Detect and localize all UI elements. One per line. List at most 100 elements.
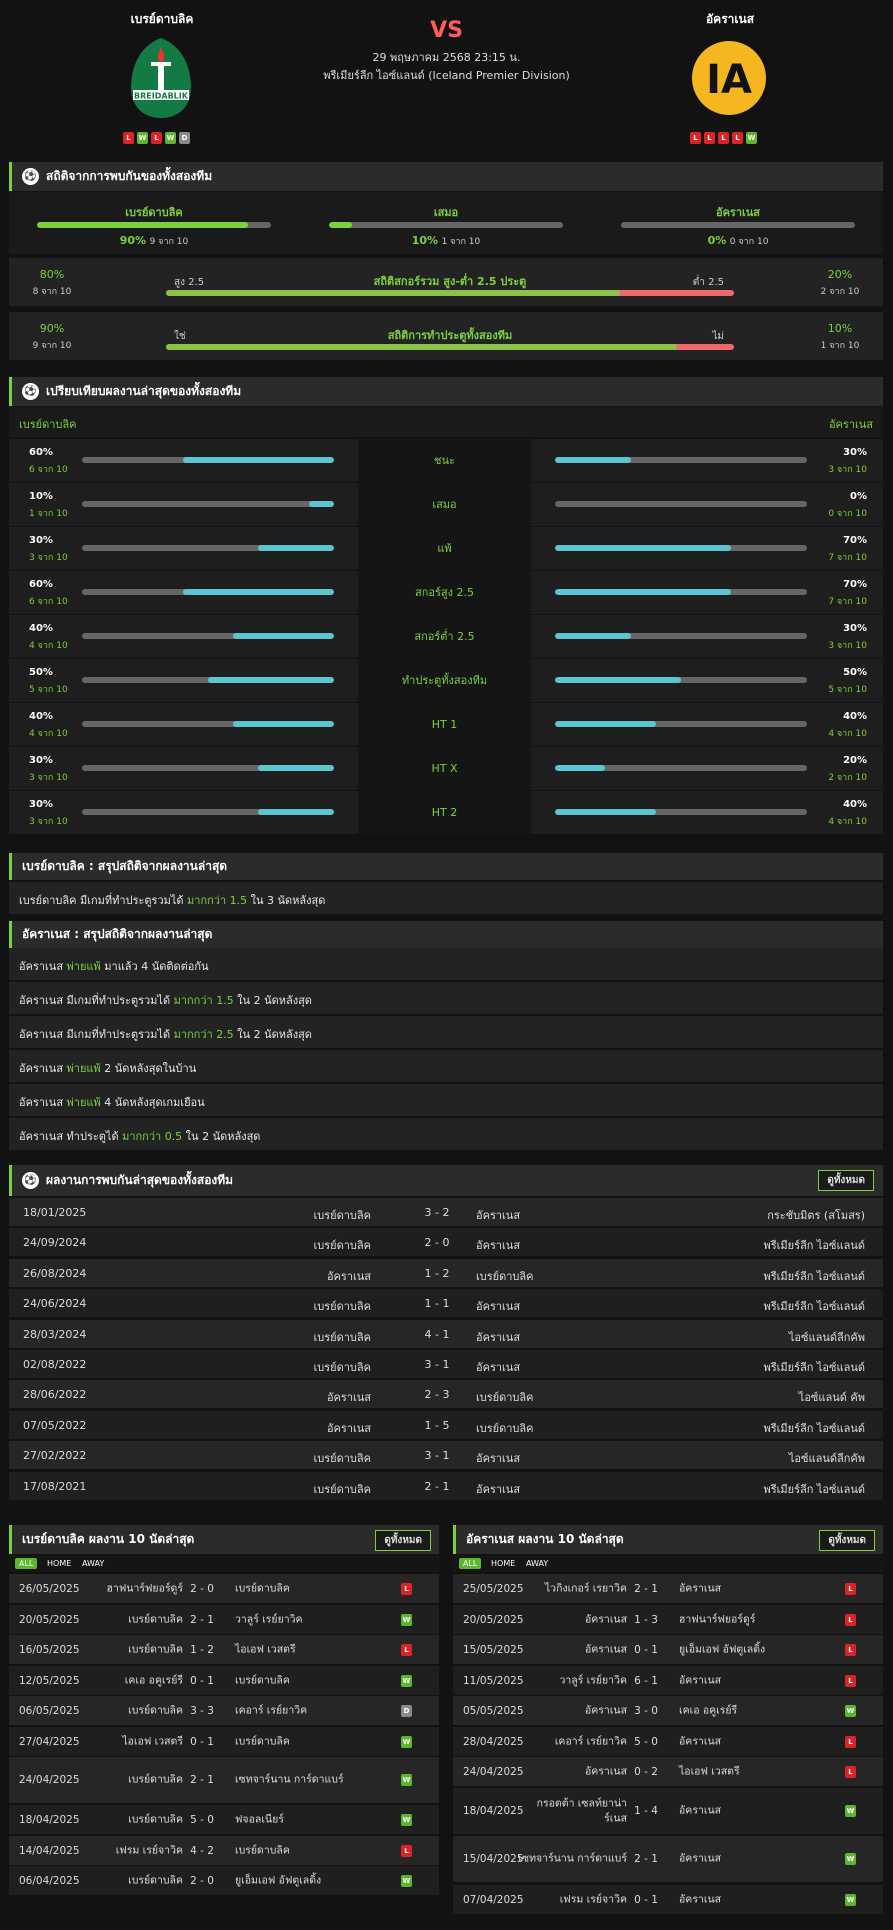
filter-home-tab[interactable]: HOME: [491, 1559, 516, 1568]
recent-away-team[interactable]: ฟจอลเนียร์: [235, 1813, 284, 1826]
h2h-home-team[interactable]: เบรย์ดาบลิค: [313, 1209, 372, 1222]
recent-away-team[interactable]: อัคราเนส: [679, 1893, 722, 1906]
recent-home-team[interactable]: กรอตต้า เซลท์ยาน่าร์เนส: [536, 1797, 627, 1824]
h2h-away-team[interactable]: อัคราเนส: [476, 1482, 521, 1496]
h2h-competition[interactable]: พรีเมียร์ลีก ไอซ์แลนด์: [763, 1421, 865, 1435]
h2h-away-team[interactable]: เบรย์ดาบลิค: [476, 1421, 534, 1435]
recent-away-team[interactable]: เคอาร์ เรย์ยาวิค: [235, 1704, 308, 1717]
recent-match-row[interactable]: 24/04/2025 อัคราเนส 0 - 2 ไอเอฟ เวสตรี L: [453, 1757, 883, 1786]
recent-home-team[interactable]: เบรย์ดาบลิค: [128, 1704, 183, 1717]
recent-home-team[interactable]: เฟรม เรย์จาวิค: [559, 1893, 627, 1906]
h2h-home-team[interactable]: เบรย์ดาบลิค: [313, 1361, 372, 1374]
recent-match-row[interactable]: 15/05/2025 อัคราเนส 0 - 1 ยูเอ็มเอฟ อัฟตูเล…: [453, 1635, 883, 1664]
recent-match-row[interactable]: 16/05/2025 เบรย์ดาบลิค 1 - 2 ไอเอฟ เวสตรี L: [9, 1635, 439, 1664]
h2h-result-row[interactable]: 28/03/2024 เบรย์ดาบลิค 4 - 1 อัคราเนส ไอซ์แล…: [9, 1319, 883, 1348]
recent-away-team[interactable]: เคเอ อคูเรย์รี: [679, 1704, 738, 1717]
h2h-away-team[interactable]: เบรย์ดาบลิค: [476, 1269, 534, 1283]
h2h-away-team[interactable]: อัคราเนส: [476, 1209, 521, 1222]
filter-away-tab[interactable]: AWAY: [526, 1559, 549, 1568]
away-team-name[interactable]: อัคราเนส: [705, 12, 755, 26]
h2h-result-row[interactable]: 28/06/2022 อัคราเนส 2 - 3 เบรย์ดาบลิค ไอซ์แล…: [9, 1380, 883, 1409]
h2h-result-row[interactable]: 24/06/2024 เบรย์ดาบลิค 1 - 1 อัคราเนส พรีเมี…: [9, 1289, 883, 1318]
recent-away-team[interactable]: ฮาฟนาร์ฟยอร์ดูร์: [679, 1613, 756, 1626]
h2h-competition[interactable]: พรีเมียร์ลีก ไอซ์แลนด์: [763, 1239, 865, 1253]
h2h-competition[interactable]: พรีเมียร์ลีก ไอซ์แลนด์: [763, 1269, 865, 1283]
recent-match-row[interactable]: 11/05/2025 วาลูร์ เรย์ยาวิค 6 - 1 อัคราเนส L: [453, 1666, 883, 1695]
away-team-logo[interactable]: IA: [687, 36, 771, 120]
recent-match-row[interactable]: 20/05/2025 อัคราเนส 1 - 3 ฮาฟนาร์ฟยอร์ดูร์ L: [453, 1605, 883, 1634]
recent-home-team[interactable]: อัคราเนส: [584, 1613, 627, 1626]
recent-home-team[interactable]: เซทจาร์นาน การ์ดาแบร์: [518, 1852, 627, 1865]
recent-home-team[interactable]: วาลูร์ เรย์ยาวิค: [559, 1674, 627, 1687]
h2h-competition[interactable]: พรีเมียร์ลีก ไอซ์แลนด์: [763, 1300, 865, 1314]
recent-away-team[interactable]: เซทจาร์นาน การ์ดาแบร์: [235, 1773, 344, 1786]
h2h-away-team[interactable]: อัคราเนส: [476, 1452, 521, 1466]
h2h-competition[interactable]: ไอซ์แลนด์ลีกคัพ: [788, 1452, 865, 1466]
recent-match-row[interactable]: 06/04/2025 เบรย์ดาบลิค 2 - 0 ยูเอ็มเอฟ อัฟต…: [9, 1866, 439, 1895]
h2h-result-row[interactable]: 07/05/2022 อัคราเนส 1 - 5 เบรย์ดาบลิค พรีเมี…: [9, 1410, 883, 1439]
h2h-home-team[interactable]: อัคราเนส: [326, 1421, 371, 1435]
h2h-home-team[interactable]: เบรย์ดาบลิค: [313, 1330, 372, 1344]
recent-home-team[interactable]: อัคราเนส: [584, 1765, 627, 1778]
filter-home-tab[interactable]: HOME: [47, 1559, 72, 1568]
h2h-competition[interactable]: ไอซ์แลนด์ลีกคัพ: [788, 1330, 865, 1344]
h2h-home-team[interactable]: อัคราเนส: [326, 1391, 371, 1405]
recent-match-row[interactable]: 28/04/2025 เคอาร์ เรย์ยาวิค 5 - 0 อัคราเนส L: [453, 1727, 883, 1756]
home-team-logo[interactable]: BREIDABLIK: [127, 36, 195, 120]
recent-away-team[interactable]: อัคราเนส: [679, 1582, 722, 1595]
recent-match-row[interactable]: 26/05/2025 ฮาฟนาร์ฟยอร์ดูร์ 2 - 0 เบรย์ดาบล…: [9, 1574, 439, 1603]
recent-home-team[interactable]: เคอาร์ เรย์ยาวิค: [554, 1735, 627, 1748]
recent-match-row[interactable]: 24/04/2025 เบรย์ดาบลิค 2 - 1 เซทจาร์นาน การ…: [9, 1757, 439, 1803]
recent-away-team[interactable]: เบรย์ดาบลิค: [235, 1674, 290, 1687]
filter-away-tab[interactable]: AWAY: [82, 1559, 105, 1568]
recent-match-row[interactable]: 06/05/2025 เบรย์ดาบลิค 3 - 3 เคอาร์ เรย์ยาว…: [9, 1696, 439, 1725]
recent-home-team[interactable]: เบรย์ดาบลิค: [128, 1643, 183, 1656]
recent-away-team[interactable]: เบรย์ดาบลิค: [235, 1582, 290, 1595]
recent-home-team[interactable]: เบรย์ดาบลิค: [128, 1613, 183, 1626]
h2h-result-row[interactable]: 17/08/2021 เบรย์ดาบลิค 2 - 1 อัคราเนส พรีเมี…: [9, 1471, 883, 1500]
h2h-home-team[interactable]: เบรย์ดาบลิค: [313, 1482, 372, 1496]
recent-away-team[interactable]: วาลูร์ เรย์ยาวิค: [235, 1613, 303, 1626]
h2h-competition[interactable]: พรีเมียร์ลีก ไอซ์แลนด์: [763, 1482, 865, 1496]
h2h-away-team[interactable]: อัคราเนส: [476, 1239, 521, 1253]
home-last10-view-all-button[interactable]: ดูทั้งหมด: [375, 1530, 431, 1551]
filter-all-tab[interactable]: ALL: [459, 1558, 482, 1569]
recent-away-team[interactable]: เบรย์ดาบลิค: [235, 1735, 290, 1748]
recent-home-team[interactable]: อัคราเนส: [584, 1704, 627, 1717]
h2h-away-team[interactable]: อัคราเนส: [476, 1300, 521, 1314]
h2h-away-team[interactable]: เบรย์ดาบลิค: [476, 1391, 534, 1405]
recent-home-team[interactable]: เฟรม เรย์จาวิค: [115, 1844, 183, 1857]
h2h-home-team[interactable]: เบรย์ดาบลิค: [313, 1452, 372, 1466]
match-league[interactable]: พรีเมียร์ลีก ไอซ์แลนด์ (Iceland Premier …: [323, 69, 570, 82]
recent-match-row[interactable]: 27/04/2025 ไอเอฟ เวสตรี 0 - 1 เบรย์ดาบลิค W: [9, 1727, 439, 1756]
recent-match-row[interactable]: 15/04/2025 เซทจาร์นาน การ์ดาแบร์ 2 - 1 อัคร…: [453, 1836, 883, 1882]
recent-match-row[interactable]: 14/04/2025 เฟรม เรย์จาวิค 4 - 2 เบรย์ดาบลิค…: [9, 1836, 439, 1865]
recent-match-row[interactable]: 12/05/2025 เคเอ อคูเรย์รี 0 - 1 เบรย์ดาบลิค…: [9, 1666, 439, 1695]
h2h-home-team[interactable]: เบรย์ดาบลิค: [313, 1300, 372, 1314]
recent-away-team[interactable]: ไอเอฟ เวสตรี: [235, 1643, 296, 1656]
h2h-result-row[interactable]: 02/08/2022 เบรย์ดาบลิค 3 - 1 อัคราเนส พรีเมี…: [9, 1350, 883, 1378]
recent-match-row[interactable]: 18/04/2025 กรอตต้า เซลท์ยาน่าร์เนส 1 - 4 อั…: [453, 1788, 883, 1834]
recent-home-team[interactable]: เบรย์ดาบลิค: [128, 1874, 183, 1887]
h2h-competition[interactable]: กระชับมิตร (สโมสร): [767, 1209, 865, 1222]
h2h-home-team[interactable]: อัคราเนส: [326, 1269, 371, 1283]
recent-home-team[interactable]: ไอเอฟ เวสตรี: [122, 1735, 183, 1748]
filter-all-tab[interactable]: ALL: [15, 1558, 38, 1569]
h2h-competition[interactable]: ไอซ์แลนด์ คัพ: [798, 1391, 865, 1405]
home-team-name[interactable]: เบรย์ดาบลิค: [130, 12, 194, 26]
recent-home-team[interactable]: ฮาฟนาร์ฟยอร์ดูร์: [106, 1582, 183, 1595]
recent-away-team[interactable]: อัคราเนส: [679, 1852, 722, 1865]
recent-match-row[interactable]: 07/04/2025 เฟรม เรย์จาวิค 0 - 1 อัคราเนส W: [453, 1885, 883, 1914]
recent-home-team[interactable]: เบรย์ดาบลิค: [128, 1813, 183, 1826]
recent-away-team[interactable]: เบรย์ดาบลิค: [235, 1844, 290, 1857]
recent-match-row[interactable]: 05/05/2025 อัคราเนส 3 - 0 เคเอ อคูเรย์รี W: [453, 1696, 883, 1725]
h2h-result-row[interactable]: 24/09/2024 เบรย์ดาบลิค 2 - 0 อัคราเนส พรีเมี…: [9, 1228, 883, 1257]
recent-match-row[interactable]: 20/05/2025 เบรย์ดาบลิค 2 - 1 วาลูร์ เรย์ยาว…: [9, 1605, 439, 1634]
recent-match-row[interactable]: 25/05/2025 ไวกิงเกอร์ เรยาวิค 2 - 1 อัคราเน…: [453, 1574, 883, 1603]
recent-home-team[interactable]: ไวกิงเกอร์ เรยาวิค: [544, 1582, 627, 1595]
recent-away-team[interactable]: อัคราเนส: [679, 1804, 722, 1817]
h2h-away-team[interactable]: อัคราเนส: [476, 1361, 521, 1374]
h2h-result-row[interactable]: 18/01/2025 เบรย์ดาบลิค 3 - 2 อัคราเนส กระชับ…: [9, 1198, 883, 1226]
recent-home-team[interactable]: อัคราเนส: [584, 1643, 627, 1656]
h2h-competition[interactable]: พรีเมียร์ลีก ไอซ์แลนด์: [763, 1361, 865, 1374]
